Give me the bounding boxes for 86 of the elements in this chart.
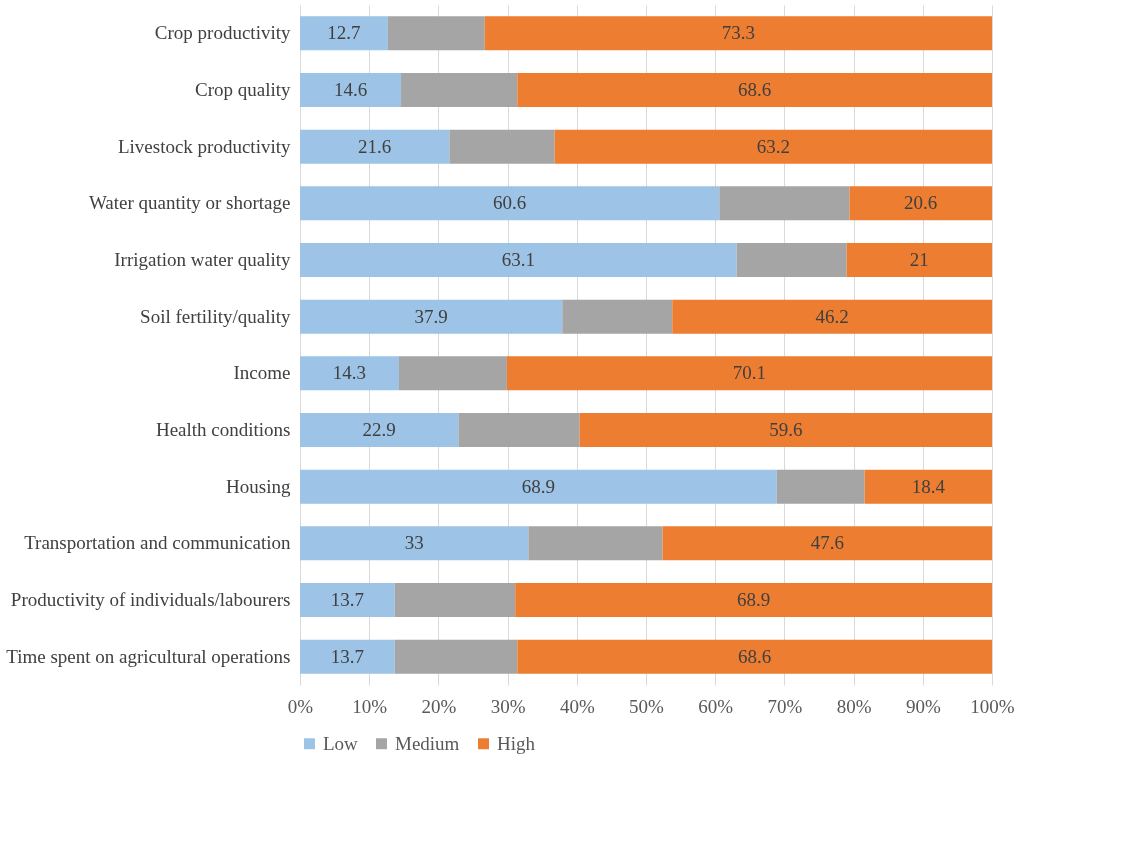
y-tick-label: Productivity of individuals/labourers: [10, 589, 291, 610]
x-tick-label: 70%: [767, 695, 803, 717]
legend-label: Low: [323, 732, 359, 754]
y-tick-label: Income: [233, 362, 291, 384]
y-tick-label: Crop productivity: [154, 22, 291, 44]
bar: [672, 299, 992, 334]
bar: [517, 73, 992, 107]
bar: [300, 639, 395, 674]
bar: [300, 526, 529, 561]
bar: [554, 129, 992, 164]
bar: [528, 526, 663, 561]
bar: [394, 639, 518, 674]
bar: [300, 413, 459, 447]
bar: [662, 526, 992, 561]
data-label: 13.7: [330, 589, 365, 610]
y-tick-label: Water quantity or shortage: [88, 192, 291, 214]
bar: [300, 299, 563, 334]
data-label: 37.9: [414, 305, 448, 327]
bar: [579, 413, 992, 447]
y-tick-label: Time spent on agricultural operations: [6, 645, 291, 667]
bar: [300, 129, 450, 164]
data-label: 33: [404, 532, 424, 554]
bar: [394, 583, 516, 617]
x-tick-label: 90%: [905, 695, 941, 717]
y-tick-label: Soil fertility/quality: [140, 305, 291, 327]
bar: [517, 639, 992, 674]
data-label: 47.6: [810, 532, 844, 554]
bar: [736, 243, 847, 277]
bar: [387, 16, 485, 51]
bar: [449, 129, 555, 164]
x-tick-label: 60%: [698, 695, 734, 717]
x-tick-label: 40%: [559, 695, 595, 717]
bar: [300, 186, 720, 221]
bar: [562, 299, 673, 334]
y-tick-label: Irrigation water quality: [114, 249, 291, 270]
bar: [300, 16, 388, 51]
data-label: 20.6: [904, 192, 938, 214]
x-tick-label: 100%: [970, 695, 1015, 717]
bar: [300, 583, 395, 617]
y-tick-label: Housing: [226, 475, 291, 497]
data-label: 46.2: [815, 305, 849, 327]
bar: [300, 73, 402, 107]
legend-label: High: [497, 732, 536, 754]
x-tick-label: 20%: [421, 695, 457, 717]
data-label: 22.9: [362, 419, 396, 440]
bar: [515, 583, 992, 617]
legend-label: Medium: [395, 732, 460, 754]
y-tick-label: Livestock productivity: [117, 135, 291, 157]
data-label: 59.6: [769, 419, 803, 440]
x-tick-label: 50%: [629, 695, 665, 717]
bar: [300, 469, 777, 504]
bar: [864, 469, 992, 504]
data-label: 60.6: [493, 192, 527, 214]
bar: [300, 356, 399, 391]
data-label: 68.6: [738, 645, 772, 667]
data-label: 70.1: [732, 362, 767, 384]
bar: [458, 413, 580, 447]
data-label: 68.9: [736, 589, 771, 610]
data-label: 12.7: [327, 22, 361, 44]
bar: [846, 243, 992, 277]
bar: [484, 16, 992, 51]
data-label: 68.6: [738, 79, 772, 100]
x-tick-label: 0%: [287, 695, 314, 717]
y-tick-label: Crop quality: [194, 79, 291, 100]
data-label: 63.2: [756, 135, 790, 157]
data-label: 68.9: [521, 475, 556, 497]
data-label: 14.3: [332, 362, 367, 384]
bar: [776, 469, 865, 504]
y-tick-label: Transportation and communication: [24, 532, 291, 554]
x-tick-label: 30%: [490, 695, 526, 717]
data-label: 73.3: [721, 22, 756, 44]
bar: [506, 356, 992, 391]
data-label: 14.6: [333, 79, 368, 100]
bar: [849, 186, 992, 221]
data-label: 21.6: [358, 135, 392, 157]
data-label: 63.1: [501, 249, 535, 270]
bar: [401, 73, 518, 107]
bar: [719, 186, 850, 221]
x-tick-label: 80%: [836, 695, 872, 717]
y-tick-label: Health conditions: [155, 419, 291, 440]
bar: [398, 356, 507, 391]
bar: [300, 243, 737, 277]
x-tick-label: 10%: [352, 695, 388, 717]
data-label: 21: [909, 249, 929, 270]
data-label: 13.7: [330, 645, 365, 667]
data-label: 18.4: [911, 475, 946, 497]
